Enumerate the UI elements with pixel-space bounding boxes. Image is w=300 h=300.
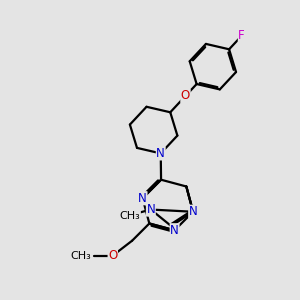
Text: O: O xyxy=(181,89,190,103)
Text: N: N xyxy=(156,147,165,160)
Text: F: F xyxy=(238,29,245,42)
Text: CH₃: CH₃ xyxy=(70,250,92,261)
Text: N: N xyxy=(146,203,155,216)
Text: N: N xyxy=(138,192,147,205)
Text: CH₃: CH₃ xyxy=(120,211,140,220)
Text: O: O xyxy=(108,249,117,262)
Text: N: N xyxy=(189,205,197,218)
Text: N: N xyxy=(170,224,179,237)
